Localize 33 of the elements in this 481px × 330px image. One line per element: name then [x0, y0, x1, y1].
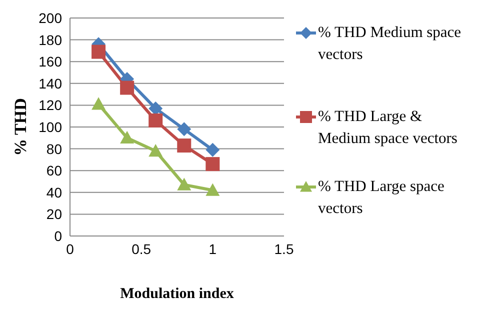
point	[148, 113, 163, 128]
x-axis-title: Modulation index	[120, 286, 234, 302]
y-tick-label: 200	[38, 10, 62, 26]
x-tick-label: 1	[208, 240, 217, 257]
point	[148, 101, 163, 116]
y-tick-label: 120	[38, 97, 62, 114]
y-tick-label: 40	[46, 184, 62, 200]
y-tick-label: 180	[38, 32, 62, 48]
y-tick-label: 0	[54, 228, 62, 244]
point	[120, 130, 134, 144]
point	[177, 138, 192, 153]
x-tick-label: 0	[66, 240, 74, 257]
point	[92, 44, 106, 59]
x-tick-label: 0.5	[132, 240, 152, 257]
point	[120, 80, 134, 95]
legend-label: % THD Large & Medium space vectors	[318, 107, 458, 149]
legend-label: % THD Large space vectors	[318, 177, 446, 219]
y-tick-label: 140	[38, 75, 62, 92]
point	[177, 122, 192, 136]
y-tick-label: 20	[46, 206, 62, 222]
point	[206, 183, 220, 196]
y-tick-label: 60	[46, 162, 62, 179]
y-axis-title: % THD	[11, 98, 30, 156]
point	[92, 97, 106, 110]
legend-label: % THD Medium space vectors	[318, 23, 462, 65]
x-tick-label: 1.5	[274, 240, 294, 257]
point	[206, 157, 220, 172]
y-tick-label: 160	[38, 54, 62, 70]
point	[206, 142, 220, 157]
y-tick-label: 80	[46, 140, 62, 157]
point	[148, 144, 163, 157]
point	[177, 178, 192, 190]
y-tick-label: 100	[38, 118, 62, 135]
